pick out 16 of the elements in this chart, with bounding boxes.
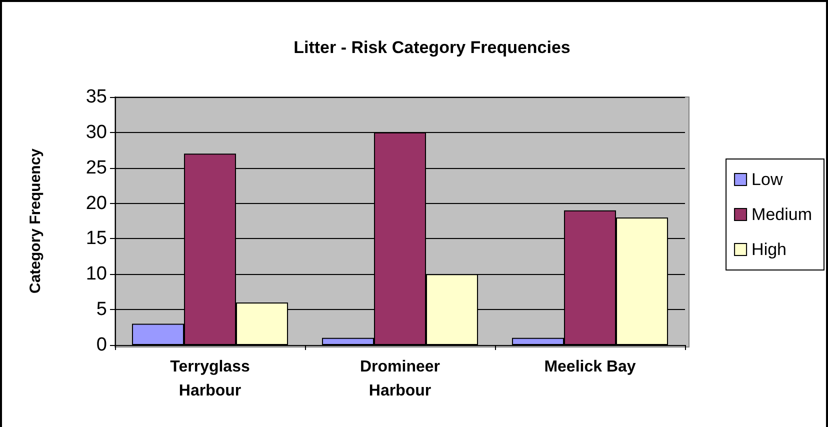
x-tick-label: Dromineer Harbour xyxy=(360,358,440,400)
x-tick-label: Terryglass Harbour xyxy=(170,358,250,400)
y-tick-label: 15 xyxy=(86,228,107,250)
x-tick-label: Meelick Bay xyxy=(544,358,636,376)
legend-label: High xyxy=(752,240,787,259)
legend-label: Low xyxy=(752,170,784,189)
y-tick-label: 5 xyxy=(96,299,107,320)
y-tick-label: 20 xyxy=(86,192,107,214)
y-tick-label: 10 xyxy=(86,264,107,285)
chart-title: Litter - Risk Category Frequencies xyxy=(294,38,570,57)
y-tick-label: 35 xyxy=(86,86,107,108)
y-tick-label: 25 xyxy=(86,157,107,178)
y-tick-label: 0 xyxy=(96,334,107,356)
y-axis-title: Category Frequency xyxy=(27,148,44,294)
legend-label: Medium xyxy=(752,205,812,224)
y-tick-label: 30 xyxy=(86,122,107,143)
